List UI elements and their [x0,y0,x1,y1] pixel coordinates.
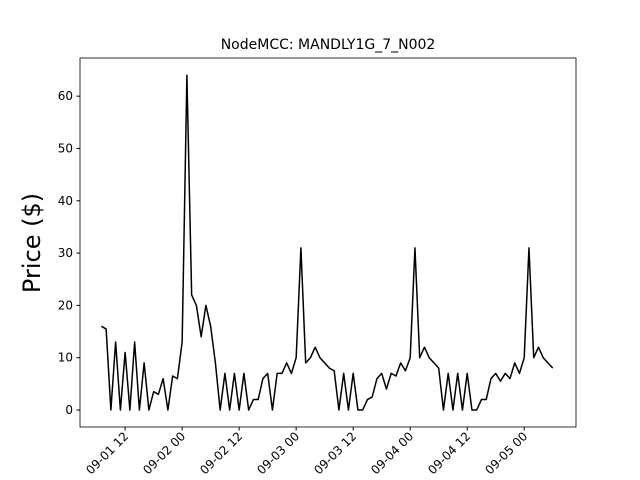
y-tick-label: 30 [58,246,73,260]
axes-frame [79,57,577,428]
price-line [101,74,554,411]
chart-title: NodeMCC: MANDLY1G_7_N002 [221,37,436,53]
x-tick-label: 09-05 00 [482,429,530,477]
x-tick-label: 09-01 12 [83,429,131,477]
y-tick-label: 50 [58,141,73,155]
y-tick-label: 10 [58,351,73,365]
x-tick-label: 09-02 12 [197,429,245,477]
x-tick-label: 09-03 00 [254,429,302,477]
y-tick-label: 20 [58,298,73,312]
x-tick-label: 09-04 12 [425,429,473,477]
y-tick-label: 40 [58,194,73,208]
y-axis-label: Price ($) [18,193,46,293]
y-tick-label: 0 [65,403,73,417]
x-tick-label: 09-04 00 [368,429,416,477]
y-tick-label: 60 [58,89,73,103]
x-tick-label: 09-02 00 [140,429,188,477]
x-tick-label: 09-03 12 [311,429,359,477]
